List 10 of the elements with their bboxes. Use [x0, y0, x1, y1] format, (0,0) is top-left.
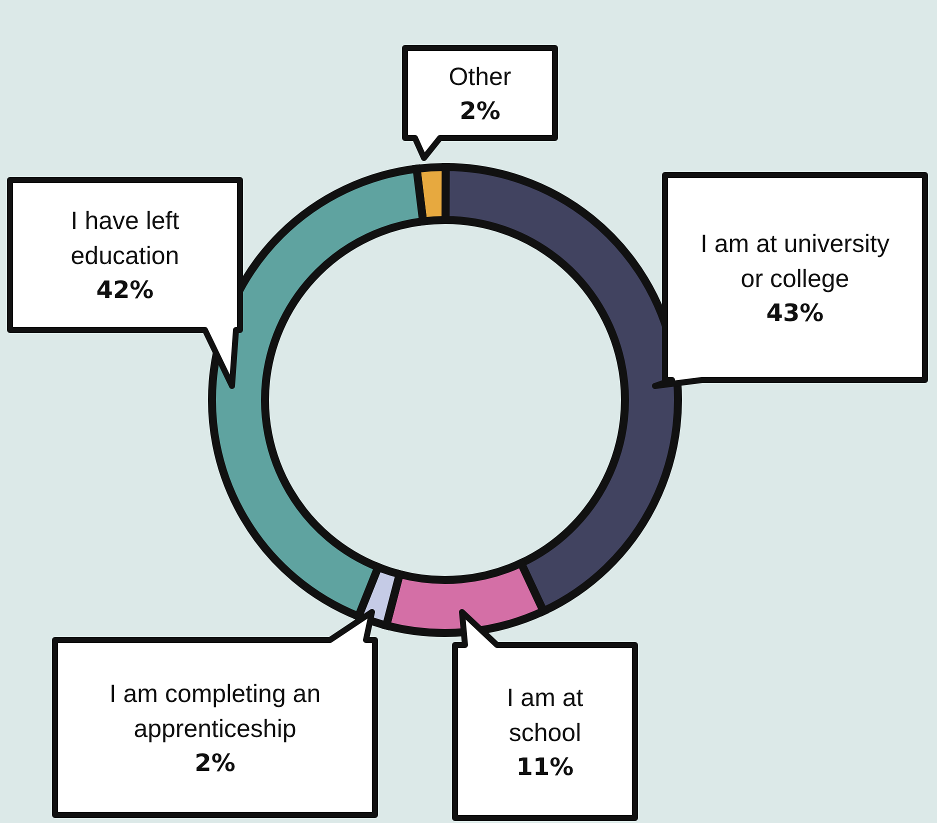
slice-label: I have left education: [70, 206, 180, 272]
slice-label: I am at university or college: [700, 228, 890, 294]
data-label: 2%: [460, 96, 500, 126]
data-label: 42%: [96, 275, 154, 306]
data-label: 43%: [766, 298, 824, 328]
slice-label: I am completing an apprenticeship: [108, 678, 322, 744]
data-label: 2%: [194, 748, 236, 778]
slice-label: I am at school: [506, 682, 584, 748]
slice-label: Other: [448, 62, 512, 92]
data-label: 11%: [516, 752, 574, 782]
